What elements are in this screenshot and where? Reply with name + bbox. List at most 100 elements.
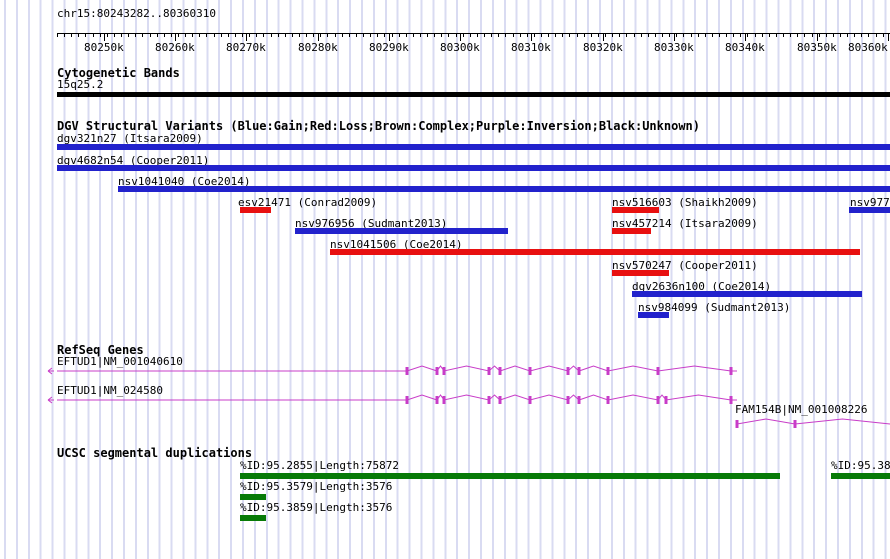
- segdup-label[interactable]: %ID:95.3579|Length:3576: [240, 480, 393, 493]
- ruler-major-tick: [460, 33, 461, 41]
- ruler-tick-label: 80260k: [155, 41, 195, 54]
- ruler-tick-label: 80310k: [511, 41, 551, 54]
- variant-label[interactable]: dgv2636n100 (Coe2014): [632, 280, 772, 293]
- ruler-minor-tick: [719, 33, 720, 37]
- gene-exon[interactable]: [528, 396, 532, 404]
- variant-bar[interactable]: [118, 186, 890, 192]
- ruler-minor-tick: [612, 33, 613, 37]
- ruler-minor-tick: [377, 33, 378, 37]
- variant-bar[interactable]: [849, 207, 890, 213]
- segdup-label[interactable]: %ID:95.3859|Length:3576: [240, 501, 393, 514]
- ruler-minor-tick: [107, 33, 108, 37]
- segdup-label[interactable]: %ID:95.2855|Length:75872: [240, 459, 399, 472]
- cytoband-bar[interactable]: [57, 92, 890, 97]
- gene-structure[interactable]: [47, 394, 737, 404]
- gene-exon[interactable]: [577, 367, 581, 375]
- gene-exon[interactable]: [566, 396, 570, 404]
- variant-label[interactable]: nsv9772: [850, 196, 890, 209]
- gene-exon[interactable]: [435, 367, 439, 375]
- gene-exon[interactable]: [656, 396, 660, 404]
- ruler-minor-tick: [683, 33, 684, 37]
- ruler-minor-tick: [406, 33, 407, 37]
- gene-exon[interactable]: [577, 396, 581, 404]
- variant-label[interactable]: nsv516603 (Shaikh2009): [612, 196, 758, 209]
- ruler-minor-tick: [676, 33, 677, 37]
- gene-exon[interactable]: [405, 396, 409, 404]
- ruler-minor-tick: [285, 33, 286, 37]
- ruler-minor-tick: [619, 33, 620, 37]
- ruler-major-tick: [246, 33, 247, 41]
- variant-label[interactable]: dgv4682n54 (Cooper2011): [57, 154, 210, 167]
- ruler-minor-tick: [847, 33, 848, 37]
- gene-exon[interactable]: [528, 367, 532, 375]
- gene-exon[interactable]: [729, 367, 733, 375]
- ruler-minor-tick: [206, 33, 207, 37]
- gene-exon[interactable]: [442, 396, 446, 404]
- gene-exon[interactable]: [442, 367, 446, 375]
- variant-label[interactable]: nsv457214 (Itsara2009): [612, 217, 758, 230]
- gene-exon[interactable]: [735, 420, 739, 428]
- ruler-minor-tick: [812, 33, 813, 37]
- gene-exon[interactable]: [664, 396, 668, 404]
- gene-exon[interactable]: [729, 396, 733, 404]
- ruler-minor-tick: [505, 33, 506, 37]
- variant-label[interactable]: nsv1041040 (Coe2014): [118, 175, 251, 188]
- variant-bar[interactable]: [612, 270, 669, 276]
- gene-exon[interactable]: [435, 396, 439, 404]
- segdup-bar[interactable]: [240, 494, 266, 500]
- ruler-minor-tick: [498, 33, 499, 37]
- ruler-minor-tick: [164, 33, 165, 37]
- ruler-minor-tick: [278, 33, 279, 37]
- ruler-minor-tick: [655, 33, 656, 37]
- gene-exon[interactable]: [487, 367, 491, 375]
- variant-bar[interactable]: [612, 207, 659, 213]
- gene-label[interactable]: EFTUD1|NM_001040610: [57, 355, 183, 368]
- segdup-bar[interactable]: [831, 473, 890, 479]
- gene-label[interactable]: EFTUD1|NM_024580: [57, 384, 163, 397]
- ruler-minor-tick: [85, 33, 86, 37]
- gene-exon[interactable]: [498, 367, 502, 375]
- ruler-minor-tick: [228, 33, 229, 37]
- ruler-minor-tick: [71, 33, 72, 37]
- gene-exon[interactable]: [405, 367, 409, 375]
- ruler-minor-tick: [114, 33, 115, 37]
- ruler-tick-label: 80280k: [298, 41, 338, 54]
- variant-bar[interactable]: [632, 291, 862, 297]
- ruler-minor-tick: [569, 33, 570, 37]
- variant-label[interactable]: nsv976956 (Sudmant2013): [295, 217, 448, 230]
- gene-exon[interactable]: [606, 396, 610, 404]
- ruler-baseline[interactable]: [57, 33, 890, 34]
- gene-exon[interactable]: [487, 396, 491, 404]
- segdup-bar[interactable]: [240, 515, 266, 521]
- gene-exon[interactable]: [606, 367, 610, 375]
- variant-label[interactable]: dgv321n27 (Itsara2009): [57, 132, 203, 145]
- ruler-minor-tick: [363, 33, 364, 37]
- cytoband-label: 15q25.2: [57, 78, 104, 91]
- gene-exon[interactable]: [793, 420, 797, 428]
- variant-bar[interactable]: [638, 312, 669, 318]
- segdup-label[interactable]: %ID:95.383: [831, 459, 890, 472]
- gene-exon[interactable]: [498, 396, 502, 404]
- variant-bar[interactable]: [57, 165, 890, 171]
- variant-bar[interactable]: [612, 228, 651, 234]
- variant-bar[interactable]: [57, 144, 890, 150]
- variant-label[interactable]: nsv984099 (Sudmant2013): [638, 301, 791, 314]
- ruler-minor-tick: [783, 33, 784, 37]
- ruler-minor-tick: [648, 33, 649, 37]
- variant-bar[interactable]: [240, 207, 271, 213]
- ruler-minor-tick: [121, 33, 122, 37]
- gene-structure[interactable]: [736, 418, 890, 425]
- variant-bar[interactable]: [295, 228, 508, 234]
- ruler-minor-tick: [513, 33, 514, 37]
- variant-label[interactable]: nsv1041506 (Coe2014): [330, 238, 463, 251]
- gene-exon[interactable]: [566, 367, 570, 375]
- variant-label[interactable]: nsv570247 (Cooper2011): [612, 259, 758, 272]
- gene-exon[interactable]: [656, 367, 660, 375]
- ruler-minor-tick: [840, 33, 841, 37]
- segdup-bar[interactable]: [240, 473, 780, 479]
- ruler-minor-tick: [776, 33, 777, 37]
- variant-label[interactable]: esv21471 (Conrad2009): [238, 196, 378, 209]
- variant-bar[interactable]: [330, 249, 860, 255]
- gene-label[interactable]: FAM154B|NM_001008226: [735, 403, 868, 416]
